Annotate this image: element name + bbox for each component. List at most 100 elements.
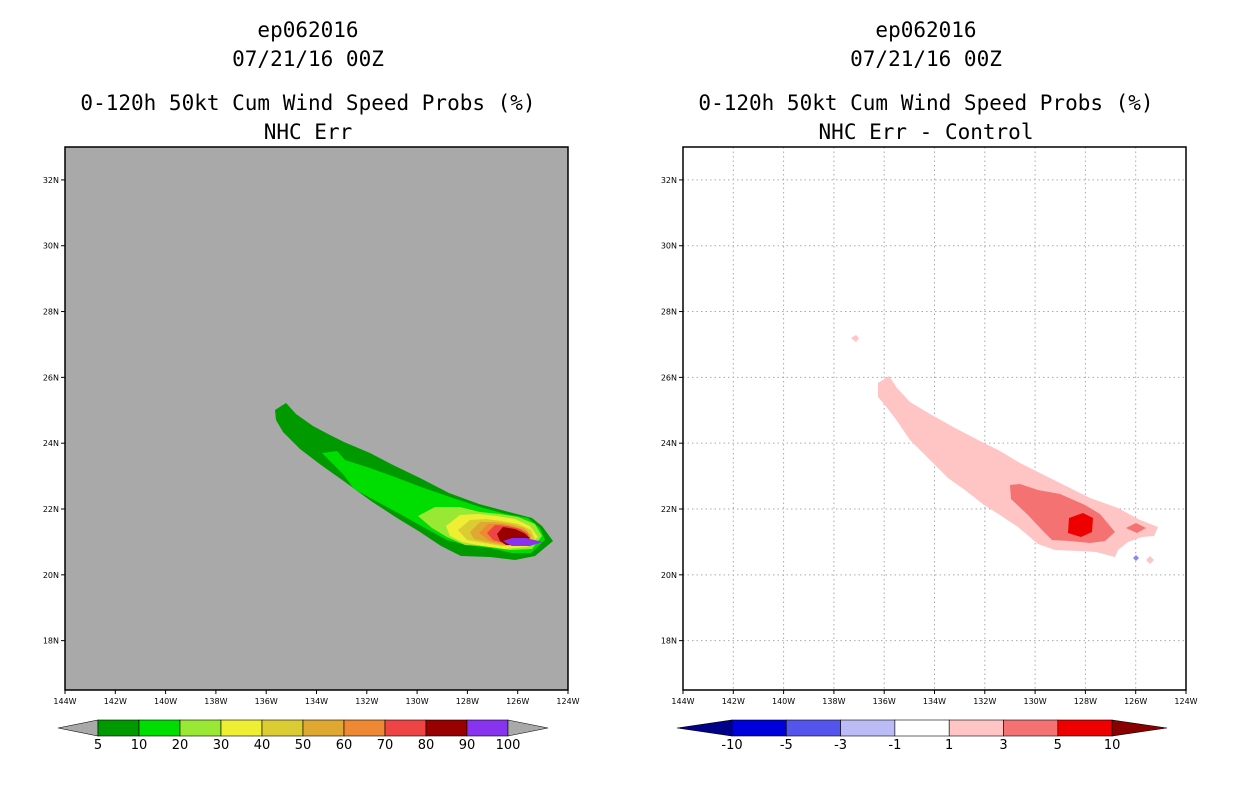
colorbar-label: 80 — [418, 738, 435, 753]
x-tick-label: 126W — [1124, 697, 1147, 706]
y-tick-label: 22N — [43, 505, 59, 514]
x-tick-label: 132W — [355, 697, 378, 706]
colorbar-swatch — [138, 719, 181, 737]
colorbar-label: 90 — [459, 738, 476, 753]
colorbar-label: 5 — [94, 738, 102, 753]
right-chart-title: 0-120h 50kt Cum Wind Speed Probs (%) — [698, 91, 1154, 115]
colorbar-label: 100 — [496, 738, 521, 753]
x-tick-label: 126W — [506, 697, 529, 706]
left-colorbar: 5 10 20 30 40 50 60 70 80 90 100 — [57, 719, 549, 753]
contour-90-pct — [503, 538, 543, 546]
x-tick-label: 140W — [772, 697, 795, 706]
y-tick-label: 30N — [43, 242, 59, 251]
x-tick-label: 134W — [305, 697, 328, 706]
x-tick-label: 138W — [204, 697, 227, 706]
x-tick-label: 136W — [255, 697, 278, 706]
colorbar-label: 5 — [1054, 738, 1062, 753]
colorbar-label: 30 — [213, 738, 230, 753]
colorbar-label: -1 — [888, 738, 901, 753]
right-storm-id: ep062016 — [875, 18, 977, 42]
colorbar-label: 10 — [1104, 738, 1121, 753]
diff-contour-3-to-5-east — [1126, 523, 1146, 533]
y-tick-label: 20N — [43, 571, 59, 580]
x-tick-label: 128W — [1074, 697, 1097, 706]
colorbar-swatch — [302, 719, 345, 737]
colorbar-swatch — [1057, 719, 1113, 737]
x-tick-label: 144W — [53, 697, 76, 706]
right-colorbar: -10 -5 -3 -1 1 3 5 10 — [676, 719, 1168, 753]
colorbar-swatch — [785, 719, 841, 737]
colorbar-label: 10 — [131, 738, 148, 753]
x-tick-label: 132W — [973, 697, 996, 706]
colorbar-swatch — [840, 719, 896, 737]
y-tick-label: 32N — [661, 176, 677, 185]
left-chart-subtitle: NHC Err — [263, 120, 353, 144]
diff-contour-neg-spot — [1133, 555, 1139, 561]
colorbar-label: 3 — [999, 738, 1007, 753]
x-tick-label: 142W — [104, 697, 127, 706]
x-tick-label: 124W — [556, 697, 579, 706]
colorbar-swatch — [466, 719, 509, 737]
colorbar-swatch — [731, 719, 787, 737]
colorbar-label: 40 — [254, 738, 271, 753]
colorbar-swatch — [948, 719, 1004, 737]
y-tick-label: 18N — [661, 637, 677, 646]
colorbar-swatch — [425, 719, 468, 737]
x-tick-label: 134W — [923, 697, 946, 706]
colorbar-label: -5 — [780, 738, 793, 753]
y-tick-label: 32N — [43, 176, 59, 185]
x-tick-label: 144W — [671, 697, 694, 706]
y-tick-label: 20N — [661, 571, 677, 580]
y-tick-label: 28N — [43, 308, 59, 317]
x-tick-label: 128W — [456, 697, 479, 706]
left-plot-background — [65, 147, 568, 690]
colorbar-swatch — [179, 719, 222, 737]
x-tick-label: 130W — [1024, 697, 1047, 706]
colorbar-label: -10 — [721, 738, 742, 753]
x-tick-label: 136W — [873, 697, 896, 706]
y-tick-label: 24N — [43, 439, 59, 448]
left-probability-contours — [275, 403, 553, 560]
x-tick-label: 124W — [1174, 697, 1197, 706]
colorbar-under-arrow — [57, 719, 99, 737]
y-tick-label: 18N — [43, 637, 59, 646]
colorbar-swatch — [220, 719, 263, 737]
right-difference-contours — [851, 335, 1158, 564]
left-datetime: 07/21/16 00Z — [232, 47, 384, 71]
left-storm-id: ep062016 — [257, 18, 359, 42]
right-chart-subtitle: NHC Err - Control — [818, 120, 1034, 144]
colorbar-label: 1 — [945, 738, 953, 753]
x-tick-label: 130W — [406, 697, 429, 706]
colorbar-swatch — [343, 719, 386, 737]
right-gridlines — [683, 147, 1186, 690]
diff-contour-1-to-3-spot-19n — [1146, 556, 1154, 564]
colorbar-label: 20 — [172, 738, 189, 753]
colorbar-swatch — [894, 719, 950, 737]
diff-contour-1-to-3-spot-26n — [851, 335, 859, 342]
diff-contour-5-to-10 — [1068, 513, 1093, 537]
colorbar-under-arrow — [676, 719, 733, 737]
y-tick-label: 26N — [661, 373, 677, 382]
colorbar-swatch — [261, 719, 304, 737]
colorbar-label: -3 — [834, 738, 847, 753]
y-tick-label: 26N — [43, 373, 59, 382]
left-chart-title: 0-120h 50kt Cum Wind Speed Probs (%) — [80, 91, 536, 115]
x-tick-label: 140W — [154, 697, 177, 706]
y-tick-label: 30N — [661, 242, 677, 251]
right-datetime: 07/21/16 00Z — [850, 47, 1002, 71]
colorbar-label: 50 — [295, 738, 312, 753]
right-axes: 144W 142W 140W 138W 136W 134W 132W 130W 128W 126W… — [661, 176, 1198, 706]
y-tick-label: 24N — [661, 439, 677, 448]
y-tick-label: 22N — [661, 505, 677, 514]
y-tick-label: 28N — [661, 308, 677, 317]
colorbar-over-arrow — [507, 719, 549, 737]
colorbar-swatch — [384, 719, 427, 737]
colorbar-swatch — [97, 719, 140, 737]
x-tick-label: 138W — [822, 697, 845, 706]
colorbar-label: 60 — [336, 738, 353, 753]
colorbar-label: 70 — [377, 738, 394, 753]
colorbar-over-arrow — [1111, 719, 1168, 737]
left-axes: 144W 142W 140W 138W 136W 134W 132W 130W 128W 126W… — [43, 176, 580, 706]
x-tick-label: 142W — [722, 697, 745, 706]
